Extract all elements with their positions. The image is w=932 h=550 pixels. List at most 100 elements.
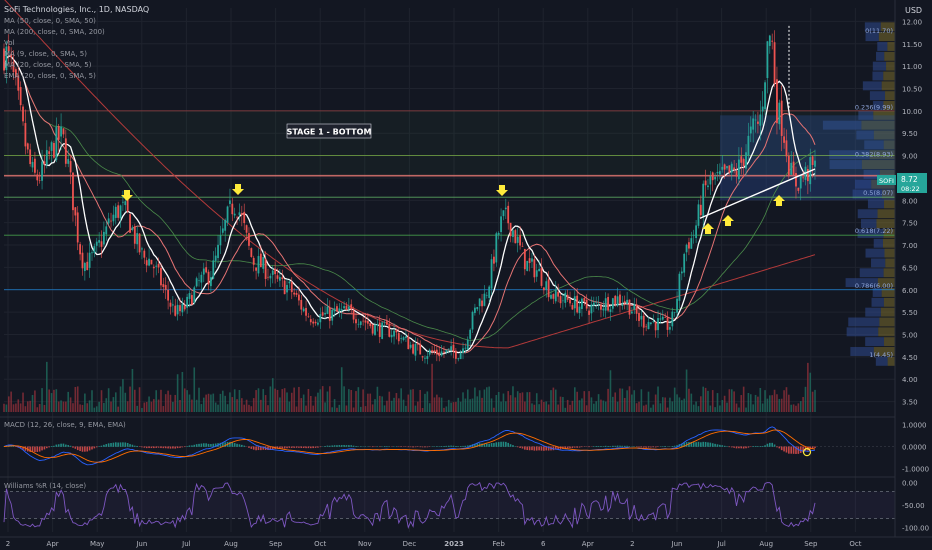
macd-histogram-bar (595, 446, 597, 447)
fib-level-label: 0(11.70) (865, 27, 893, 35)
macd-histogram-bar (540, 446, 543, 451)
volume-bar (67, 391, 70, 412)
candle-body (557, 291, 560, 297)
arrow-markers (121, 184, 785, 234)
volume-bar (593, 403, 595, 412)
profile-bar-up (875, 356, 888, 366)
volume-bar (481, 397, 483, 412)
volume-bar (576, 391, 578, 412)
profile-bar-down (861, 160, 895, 170)
candle-body (57, 125, 60, 140)
volume-bar (186, 390, 188, 412)
macd-histogram-bar (780, 446, 783, 451)
indicator-ma50[interactable]: MA (50, close, 0, SMA, 50) (4, 17, 96, 25)
candle-body (626, 299, 629, 304)
macd-histogram-bar (79, 446, 81, 452)
macd-histogram-bar (607, 446, 609, 447)
volume-bar (176, 374, 179, 412)
volume-bar (623, 397, 626, 412)
candle-body (193, 287, 196, 303)
volume-bar (792, 404, 795, 412)
macd-histogram-bar (183, 446, 186, 448)
volume-bar (338, 404, 341, 412)
candle-body (107, 218, 110, 224)
indicator-ma9[interactable]: MA (9, close, 0, SMA, 5) (4, 50, 87, 58)
volume-bar (336, 407, 338, 412)
candle-body (711, 172, 714, 181)
candle-body (359, 321, 362, 325)
candle-body (752, 118, 755, 130)
candle-body (495, 233, 498, 263)
volume-bar (647, 391, 650, 412)
candle-body (652, 321, 655, 322)
volume-bar (143, 402, 146, 412)
volume-bar (24, 406, 27, 412)
candle-body (783, 136, 785, 143)
volume-bar (131, 368, 134, 412)
candle-body (728, 165, 731, 173)
candle-body (233, 213, 236, 216)
volume-bar (457, 397, 460, 412)
candle-body (217, 244, 219, 259)
volume-bar (559, 396, 562, 412)
macd-histogram-bar (688, 442, 690, 447)
volume-bar (431, 363, 433, 412)
candle-body (333, 308, 336, 312)
macd-histogram-bar (305, 446, 307, 449)
volume-bar (226, 404, 229, 412)
volume-bar (376, 386, 379, 412)
macd-histogram-bar (457, 446, 460, 447)
indicator-ema20[interactable]: EMA (20, close, 0, SMA, 5) (4, 72, 96, 80)
candles (3, 30, 816, 365)
volume-bar (761, 403, 764, 412)
candle-body (811, 156, 814, 166)
volume-bar (469, 399, 471, 412)
ticker-tag: SOFI (879, 177, 894, 185)
candle-body (164, 284, 167, 290)
macd-histogram-bar (129, 444, 131, 447)
indicator-vol[interactable]: Vol (4, 39, 15, 47)
profile-bar-down (883, 140, 895, 150)
volume-bar (367, 393, 369, 412)
macd-histogram-bar (262, 446, 265, 450)
macd-histogram-bar (41, 446, 43, 451)
indicator-ma20[interactable]: MA (20, close, 0, SMA, 5) (4, 61, 92, 69)
volume-bar (217, 404, 219, 412)
volume-bar (407, 394, 410, 412)
volume-bar (433, 397, 436, 412)
candle-body (362, 320, 365, 322)
profile-bar-down (877, 278, 895, 288)
candle-body (60, 126, 62, 137)
macd-histogram-bar (231, 442, 234, 447)
macd-histogram-bar (86, 446, 89, 452)
candle-body (186, 296, 189, 308)
profile-bar-down (884, 337, 895, 347)
profile-bar-up (871, 258, 886, 268)
x-tick-label: Apr (47, 540, 59, 548)
candle-body (704, 180, 707, 186)
candle-body (566, 294, 569, 300)
volume-bar (747, 392, 750, 412)
candle-body (702, 183, 705, 218)
candle-body (174, 305, 177, 316)
volume-bar (314, 396, 317, 412)
candle-body (600, 304, 602, 310)
volume-bar (535, 393, 538, 412)
macd-histogram-bar (464, 445, 467, 447)
symbol-title[interactable]: SoFi Technologies, Inc., 1D, NASDAQ (4, 5, 149, 14)
macd-histogram-bar (290, 446, 293, 448)
macd-histogram-bar (81, 446, 84, 452)
candle-body (440, 351, 443, 356)
volume-bar (41, 388, 43, 412)
macd-histogram-bar (493, 443, 495, 447)
candle-body (83, 262, 86, 272)
candle-body (355, 319, 357, 324)
volume-bar (526, 392, 529, 412)
candle-body (730, 163, 733, 173)
indicator-ma200[interactable]: MA (200, close, 0, SMA, 200) (4, 28, 105, 36)
macd-histogram-bar (131, 444, 134, 447)
macd-histogram-bar (310, 446, 312, 449)
candle-body (229, 200, 231, 204)
volume-bar (562, 397, 564, 412)
